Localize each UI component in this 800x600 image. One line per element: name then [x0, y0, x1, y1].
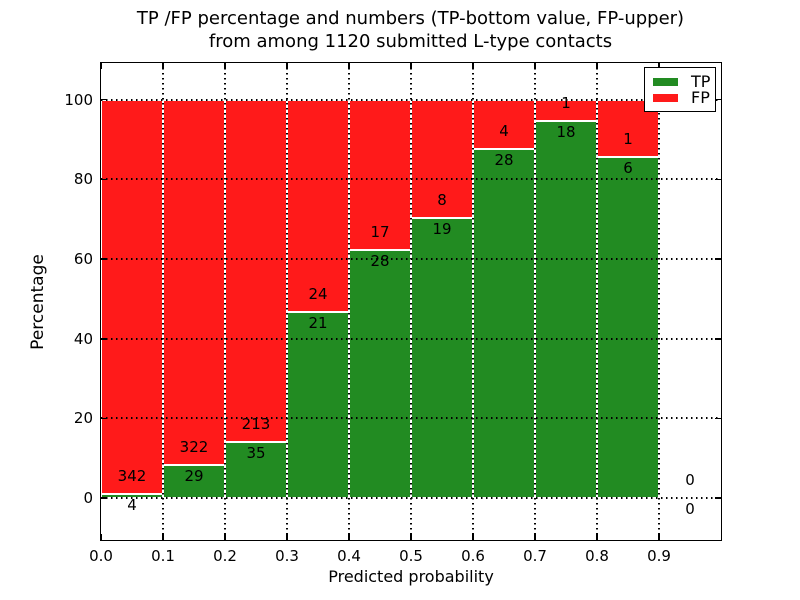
x-tick-label: 0.5: [399, 547, 423, 565]
y-tick-right: [715, 338, 721, 340]
tp-count-label: 19: [432, 219, 452, 238]
fp-count-label: 342: [117, 466, 147, 485]
y-tick-left: [101, 338, 107, 340]
x-tick-top: [224, 63, 226, 69]
y-tick-right: [715, 497, 721, 499]
x-tick-label: 0.1: [151, 547, 175, 565]
x-tick-top: [534, 63, 536, 69]
fp-count-label: 322: [179, 438, 209, 457]
x-tick-label: 0.6: [461, 547, 485, 565]
bar-tp-segment: [535, 120, 597, 499]
x-tick-bottom: [100, 534, 102, 540]
bar-tp-segment: [473, 149, 535, 499]
x-axis-label: Predicted probability: [328, 567, 494, 586]
tp-swatch: [653, 78, 678, 86]
plot-area: TP FP Predicted probability Percentage 3…: [28, 62, 722, 586]
bar-tp-segment: [225, 441, 287, 499]
fp-count-label: 1: [561, 93, 571, 112]
bar-fp-segment: [225, 99, 287, 442]
y-tick-label: 0: [83, 489, 93, 508]
x-tick-label: 0.7: [523, 547, 547, 565]
y-tick-label: 80: [73, 170, 93, 189]
chart-title-line1: TP /FP percentage and numbers (TP-bottom…: [136, 8, 685, 29]
bar-tp-segment: [411, 217, 473, 499]
tp-count-label: 28: [494, 151, 514, 170]
tp-count-label: 35: [246, 443, 266, 462]
y-tick-right: [715, 258, 721, 260]
fp-count-label: 8: [437, 190, 447, 209]
chart-title-line2: from among 1120 submitted L-type contact…: [208, 31, 613, 52]
x-tick-top: [410, 63, 412, 69]
tp-count-label: 21: [308, 314, 328, 333]
bar-fp-segment: [101, 99, 163, 494]
tp-count-label: 4: [127, 495, 137, 514]
x-tick-top: [162, 63, 164, 69]
fp-count-label: 213: [241, 414, 271, 433]
fp-swatch: [653, 94, 678, 102]
x-tick-label: 0.4: [337, 547, 361, 565]
y-tick-right: [715, 178, 721, 181]
bar-tp-segment: [597, 156, 659, 499]
x-tick-top: [472, 63, 474, 69]
bar-tp-segment: [349, 250, 411, 499]
y-tick-label: 40: [73, 329, 93, 348]
legend-item-fp: FP: [653, 88, 710, 107]
y-tick-right: [715, 417, 721, 420]
x-tick-bottom: [348, 534, 350, 540]
y-tick-left: [101, 258, 107, 260]
x-tick-label: 0.2: [213, 547, 237, 565]
x-tick-top: [100, 63, 102, 69]
x-tick-bottom: [534, 534, 536, 540]
y-tick-label: 20: [73, 409, 93, 428]
x-tick-bottom: [286, 534, 288, 540]
x-tick-bottom: [658, 534, 660, 540]
legend-item-tp: TP: [653, 72, 711, 91]
x-tick-top: [348, 63, 350, 69]
x-tick-label: 0.8: [585, 547, 609, 565]
y-tick-left: [101, 497, 107, 499]
fp-count-label: 0: [685, 471, 695, 490]
y-tick-left: [101, 178, 107, 181]
bar-tp-segment: [287, 312, 349, 499]
y-tick-left: [101, 417, 107, 420]
y-tick-label: 100: [64, 90, 93, 109]
tp-count-label: 29: [184, 467, 204, 486]
fp-count-label: 24: [308, 285, 328, 304]
fp-count-label: 4: [499, 122, 509, 141]
x-tick-label: 0.0: [89, 547, 113, 565]
x-tick-label: 0.3: [275, 547, 299, 565]
x-tick-bottom: [472, 534, 474, 540]
x-tick-bottom: [224, 534, 226, 540]
x-tick-bottom: [410, 534, 412, 540]
bar-tp-segment: [163, 465, 225, 499]
tp-count-label: 0: [685, 500, 695, 519]
bar-fp-segment: [163, 99, 225, 466]
y-tick-label: 60: [73, 250, 93, 269]
legend-label-fp: FP: [691, 88, 710, 107]
legend: TP FP: [644, 67, 716, 112]
tp-count-label: 28: [370, 252, 390, 271]
chart-title: TP /FP percentage and numbers (TP-bottom…: [100, 7, 721, 53]
tp-count-label: 6: [623, 158, 633, 177]
fp-count-label: 1: [623, 129, 633, 148]
x-tick-top: [286, 63, 288, 69]
x-tick-label: 0.9: [647, 547, 671, 565]
legend-label-tp: TP: [691, 72, 711, 91]
tp-count-label: 18: [556, 122, 576, 141]
x-tick-top: [596, 63, 598, 69]
x-tick-bottom: [162, 534, 164, 540]
fp-count-label: 17: [370, 223, 390, 242]
bar-fp-segment: [287, 99, 349, 313]
y-tick-left: [101, 98, 107, 101]
x-tick-bottom: [596, 534, 598, 540]
